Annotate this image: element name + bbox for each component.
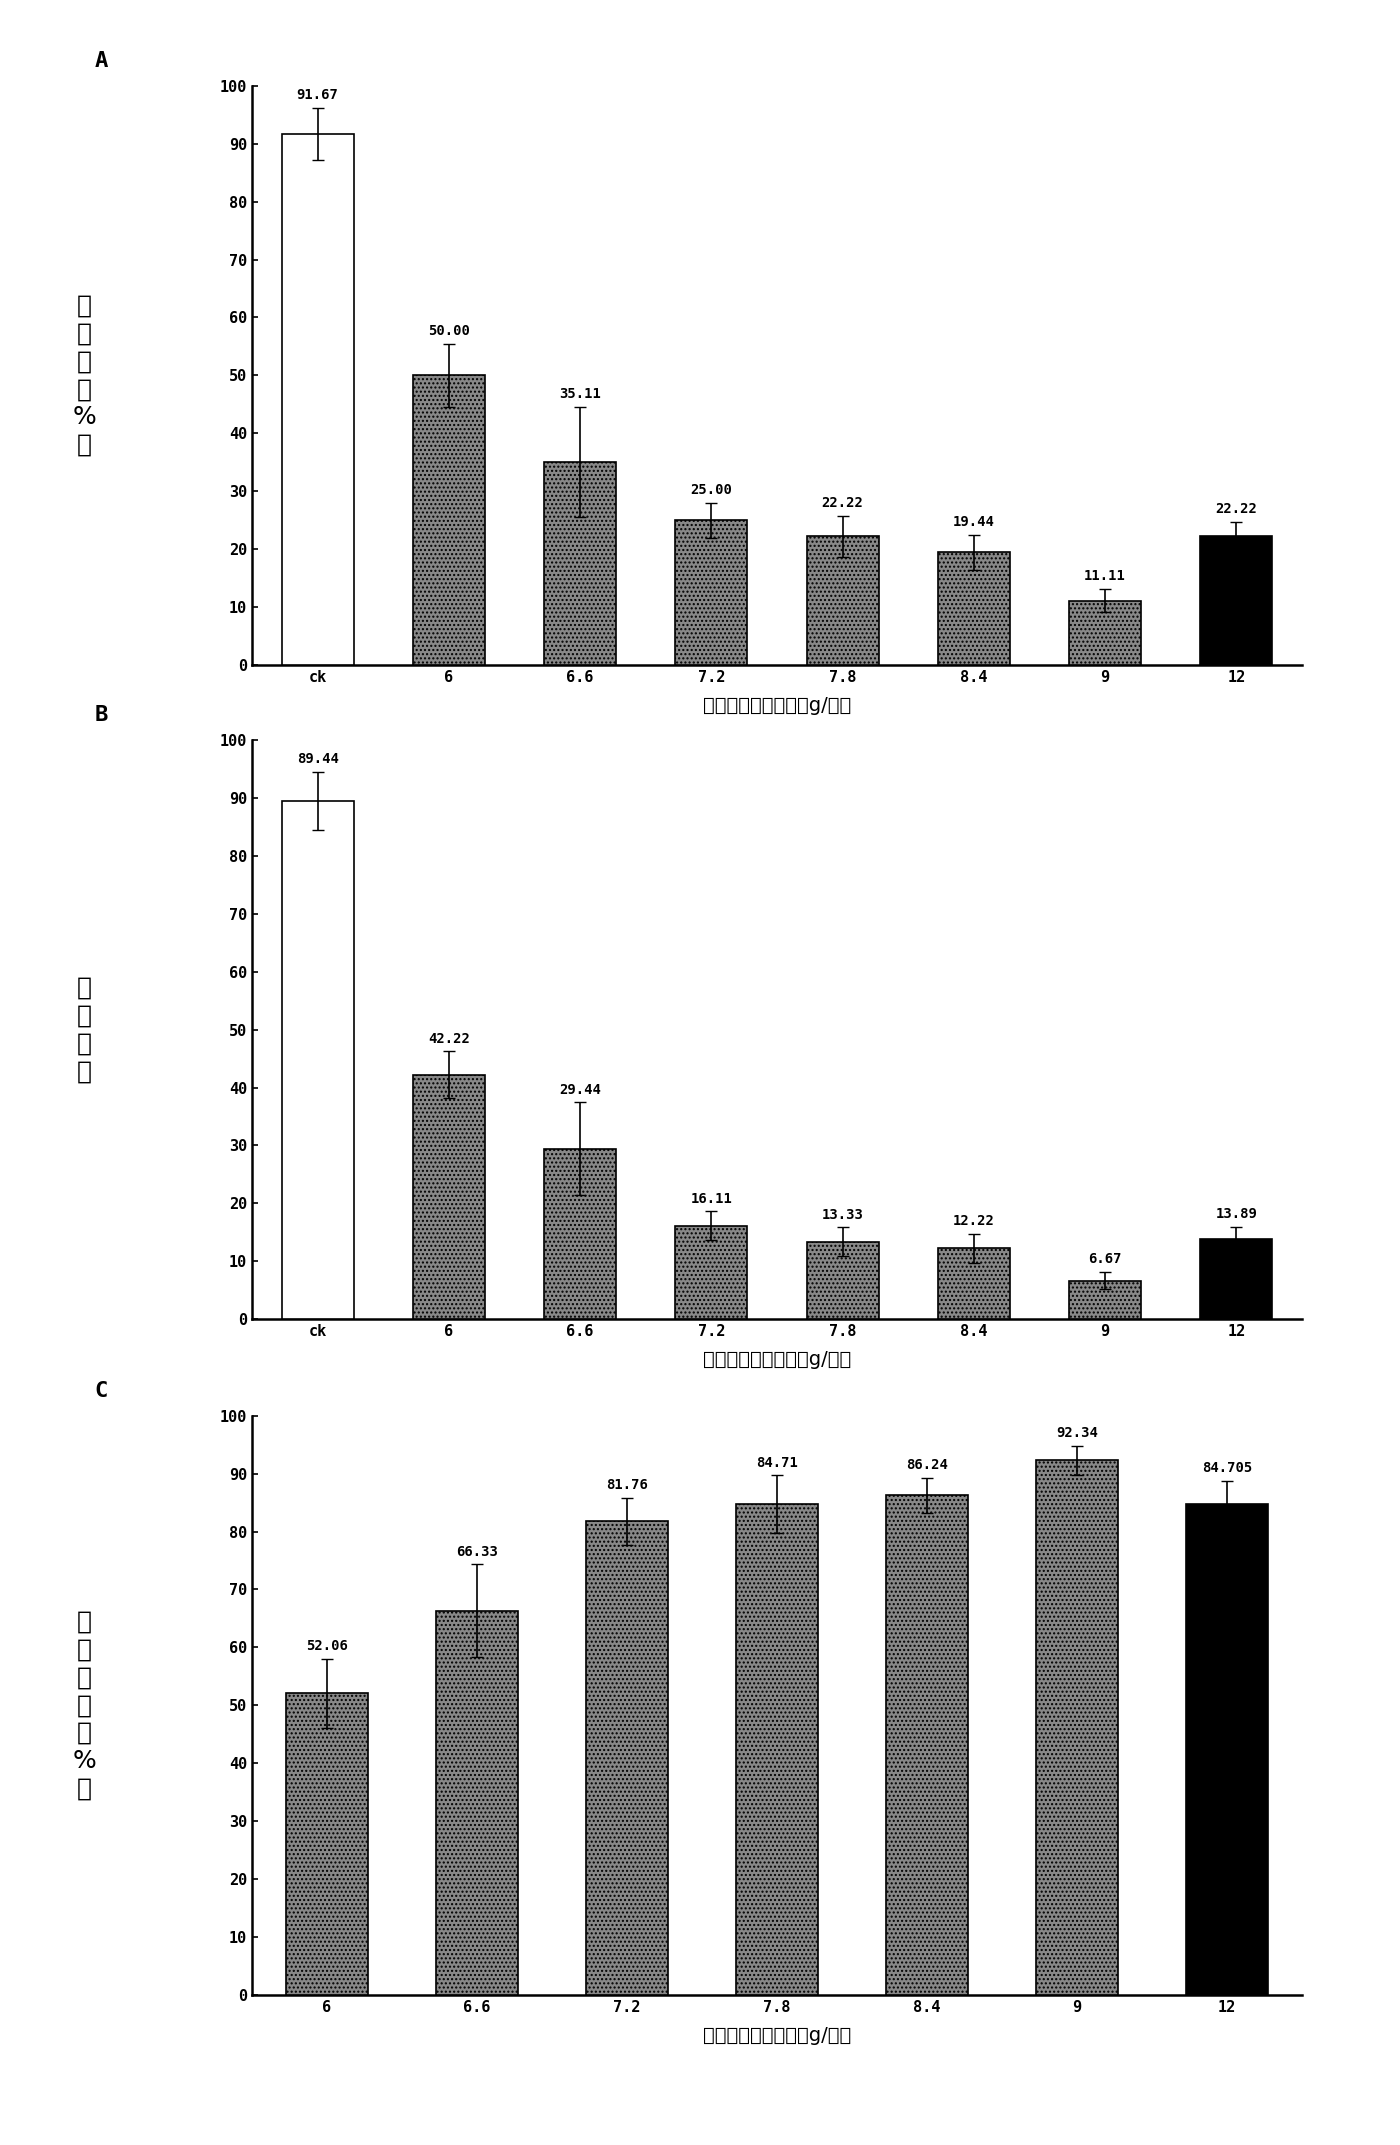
Bar xyxy=(1070,601,1141,665)
Bar xyxy=(736,1504,818,1995)
Text: 22.22: 22.22 xyxy=(822,495,864,511)
Text: 病
情
指
数: 病 情 指 数 xyxy=(77,976,91,1083)
Text: 25.00: 25.00 xyxy=(690,483,732,498)
Bar xyxy=(806,1242,879,1319)
Bar xyxy=(886,1495,969,1995)
Bar xyxy=(435,1611,518,1995)
Text: 防
治
效
果
（
%
）: 防 治 效 果 （ % ） xyxy=(73,1611,95,1800)
Text: 13.33: 13.33 xyxy=(822,1208,864,1223)
Text: B: B xyxy=(95,706,108,725)
Bar xyxy=(281,133,354,665)
Bar xyxy=(806,536,879,665)
Text: 29.44: 29.44 xyxy=(559,1083,601,1096)
Text: 66.33: 66.33 xyxy=(456,1544,498,1559)
X-axis label: 双具酔菌胺施用量（g/亩）: 双具酔菌胺施用量（g/亩） xyxy=(703,1349,851,1369)
X-axis label: 双具酔菌胺施用量（g/亩）: 双具酔菌胺施用量（g/亩） xyxy=(703,695,851,714)
Bar xyxy=(413,375,484,665)
Text: 13.89: 13.89 xyxy=(1215,1208,1257,1221)
Text: 84.705: 84.705 xyxy=(1201,1461,1252,1476)
Text: A: A xyxy=(95,51,108,71)
Text: 6.67: 6.67 xyxy=(1088,1253,1121,1266)
Bar xyxy=(1070,1281,1141,1319)
Bar xyxy=(585,1521,668,1995)
Text: 35.11: 35.11 xyxy=(559,386,601,401)
Text: 11.11: 11.11 xyxy=(1084,568,1126,583)
Bar xyxy=(1200,1238,1273,1319)
Bar xyxy=(675,1227,748,1319)
Text: 12.22: 12.22 xyxy=(953,1214,995,1229)
Text: 22.22: 22.22 xyxy=(1215,502,1257,517)
Text: 86.24: 86.24 xyxy=(906,1459,948,1471)
Bar xyxy=(413,1075,484,1319)
Bar xyxy=(281,802,354,1319)
Bar xyxy=(938,1248,1009,1319)
Text: 发
病
率
（
%
）: 发 病 率 （ % ） xyxy=(73,294,95,457)
Text: 89.44: 89.44 xyxy=(297,753,339,766)
Text: 42.22: 42.22 xyxy=(428,1032,470,1047)
Text: 52.06: 52.06 xyxy=(307,1639,349,1654)
X-axis label: 双具酔菌胺施用量（g/亩）: 双具酔菌胺施用量（g/亩） xyxy=(703,2025,851,2044)
Text: 50.00: 50.00 xyxy=(428,324,470,337)
Bar xyxy=(545,1150,616,1319)
Bar xyxy=(545,461,616,665)
Bar xyxy=(1186,1504,1268,1995)
Bar xyxy=(675,521,748,665)
Text: 92.34: 92.34 xyxy=(1056,1426,1098,1439)
Text: 19.44: 19.44 xyxy=(953,515,995,530)
Bar xyxy=(938,553,1009,665)
Text: 91.67: 91.67 xyxy=(297,88,339,103)
Bar xyxy=(1036,1461,1119,1995)
Text: 84.71: 84.71 xyxy=(756,1456,798,1469)
Bar xyxy=(1200,536,1273,665)
Text: 16.11: 16.11 xyxy=(690,1193,732,1205)
Text: 81.76: 81.76 xyxy=(606,1478,648,1493)
Bar xyxy=(286,1692,368,1995)
Text: C: C xyxy=(95,1381,108,1401)
